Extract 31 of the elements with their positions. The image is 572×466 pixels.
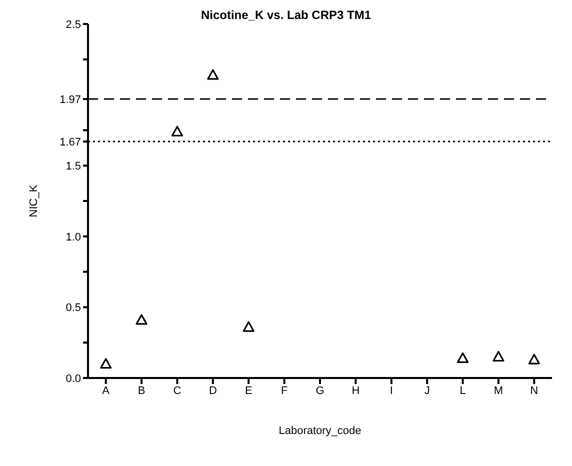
x-tick-label: N xyxy=(530,384,538,397)
y-tick-label: 1.0 xyxy=(66,231,81,244)
y-axis-title: NIC_K xyxy=(28,184,40,218)
x-tick-label: B xyxy=(138,384,146,397)
point xyxy=(136,314,148,325)
y-tick-label: 0.5 xyxy=(66,302,81,314)
point xyxy=(207,69,219,80)
x-tick-label: H xyxy=(352,384,360,397)
x-tick-label: A xyxy=(102,384,110,397)
point xyxy=(492,350,504,362)
y-tick-label: 0.0 xyxy=(66,372,81,385)
x-tick-label: G xyxy=(316,384,324,397)
x-tick-label: I xyxy=(390,384,393,397)
x-tick-label: D xyxy=(208,384,217,397)
x-tick-label: F xyxy=(280,384,288,397)
y-tick-label: 1.5 xyxy=(66,160,81,173)
x-axis-title: Laboratory_code xyxy=(278,425,362,437)
x-tick-label: E xyxy=(244,384,252,397)
point xyxy=(242,321,254,332)
x-tick-label: L xyxy=(460,384,466,397)
chart-title: Nicotine_K vs. Lab CRP3 TM1 xyxy=(200,8,372,22)
y-tick-label: 1.67 xyxy=(60,136,81,148)
x-tick-label: C xyxy=(173,384,182,397)
point xyxy=(171,126,184,136)
x-tick-label: M xyxy=(494,384,504,397)
point xyxy=(456,352,469,363)
x-tick-label: J xyxy=(424,384,430,397)
y-tick-label: 2.5 xyxy=(66,18,81,31)
y-tick-label: 1.97 xyxy=(60,94,81,106)
point xyxy=(100,358,112,369)
point xyxy=(528,354,540,364)
